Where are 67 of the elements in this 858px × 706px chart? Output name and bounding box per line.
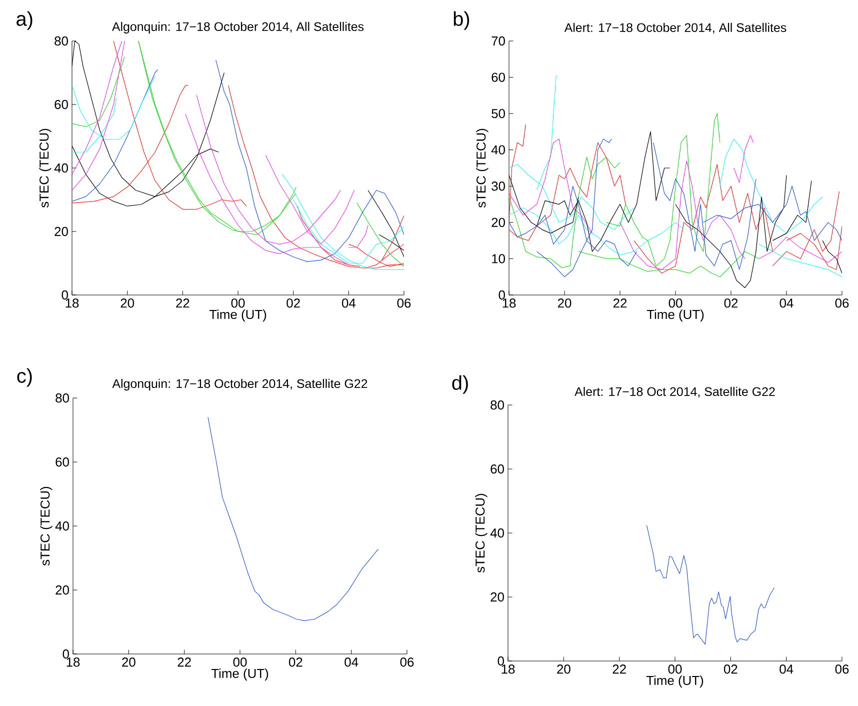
- y-tick-label: 50: [492, 108, 505, 118]
- x-axis-title: Time (UT): [646, 676, 704, 688]
- x-axis-title: Time (UT): [211, 668, 268, 681]
- x-tick-label: 00: [231, 298, 245, 308]
- text: d): [452, 375, 468, 394]
- x-tick-label: 18: [66, 298, 79, 308]
- x-tick-label: 22: [176, 298, 190, 308]
- y-tick-label: 20: [492, 218, 505, 228]
- y-tick-label: 0: [62, 290, 68, 300]
- x-axis-title: Time (UT): [209, 310, 266, 322]
- y-axis-title: sTEC (TECU): [40, 486, 52, 566]
- x-tick-label: 06: [397, 298, 411, 308]
- y-axis-title: sTEC (TECU): [39, 128, 52, 208]
- x-tick-label: 02: [724, 298, 738, 308]
- y-tick-label: 40: [54, 163, 68, 173]
- y-tick-label: 20: [490, 592, 504, 602]
- x-tick-label: 20: [122, 658, 136, 667]
- chart-title: Alert: 17−18 Oct 2014, Satellite G22: [574, 386, 775, 398]
- y-tick-label: 20: [56, 585, 69, 595]
- x-tick-label: 18: [66, 658, 80, 667]
- x-tick-label: 04: [344, 658, 358, 667]
- x-tick-label: 22: [613, 298, 627, 308]
- x-tick-label: 02: [724, 664, 738, 674]
- text: a): [16, 11, 32, 30]
- x-tick-label: 06: [835, 298, 849, 308]
- y-tick-label: 70: [492, 36, 505, 46]
- x-tick-label: 06: [835, 664, 849, 674]
- x-tick-label: 20: [557, 664, 570, 674]
- x-tick-label: 20: [120, 298, 134, 308]
- y-tick-label: 0: [498, 290, 505, 300]
- x-tick-label: 22: [178, 658, 191, 667]
- chart-title: Algonquin: 17−18 October 2014, All Satellites: [112, 22, 364, 34]
- y-tick-label: 40: [491, 145, 505, 154]
- x-tick-label: 04: [342, 298, 356, 308]
- x-tick-label: 00: [668, 298, 682, 308]
- y-tick-label: 40: [55, 521, 69, 531]
- y-tick-label: 60: [54, 100, 68, 110]
- x-tick-label: 22: [612, 664, 626, 674]
- x-tick-label: 18: [502, 298, 516, 308]
- x-tick-label: 00: [233, 658, 247, 667]
- text: b): [454, 11, 470, 30]
- x-tick-label: 04: [780, 664, 794, 674]
- x-tick-label: 02: [288, 658, 302, 667]
- y-tick-label: 0: [498, 656, 504, 666]
- y-tick-label: 30: [492, 182, 505, 191]
- x-tick-label: 00: [668, 664, 682, 674]
- x-tick-label: 04: [780, 298, 794, 308]
- y-tick-label: 80: [56, 393, 69, 403]
- y-tick-label: 80: [54, 36, 68, 46]
- y-tick-label: 10: [492, 254, 505, 264]
- y-tick-label: 40: [490, 528, 504, 538]
- x-tick-label: 20: [558, 298, 572, 308]
- y-tick-label: 80: [490, 400, 504, 410]
- y-tick-label: 60: [490, 464, 504, 474]
- y-tick-label: 60: [492, 72, 505, 82]
- y-axis-title: sTEC (TECU): [475, 494, 488, 573]
- y-tick-label: 0: [62, 649, 69, 659]
- text: c): [17, 368, 32, 387]
- x-tick-label: 06: [400, 658, 414, 667]
- y-axis-title: sTEC (TECU): [476, 128, 488, 208]
- x-tick-label: 18: [502, 664, 515, 674]
- y-tick-label: 60: [56, 457, 69, 467]
- y-tick-label: 20: [54, 226, 68, 236]
- chart-title: Algonquin: 17−18 October 2014, Satellite G22: [112, 378, 368, 390]
- x-axis-title: Time (UT): [646, 310, 704, 322]
- x-tick-label: 02: [286, 298, 300, 308]
- chart-title: Alert: 17−18 October 2014, All Satellites: [564, 22, 786, 34]
